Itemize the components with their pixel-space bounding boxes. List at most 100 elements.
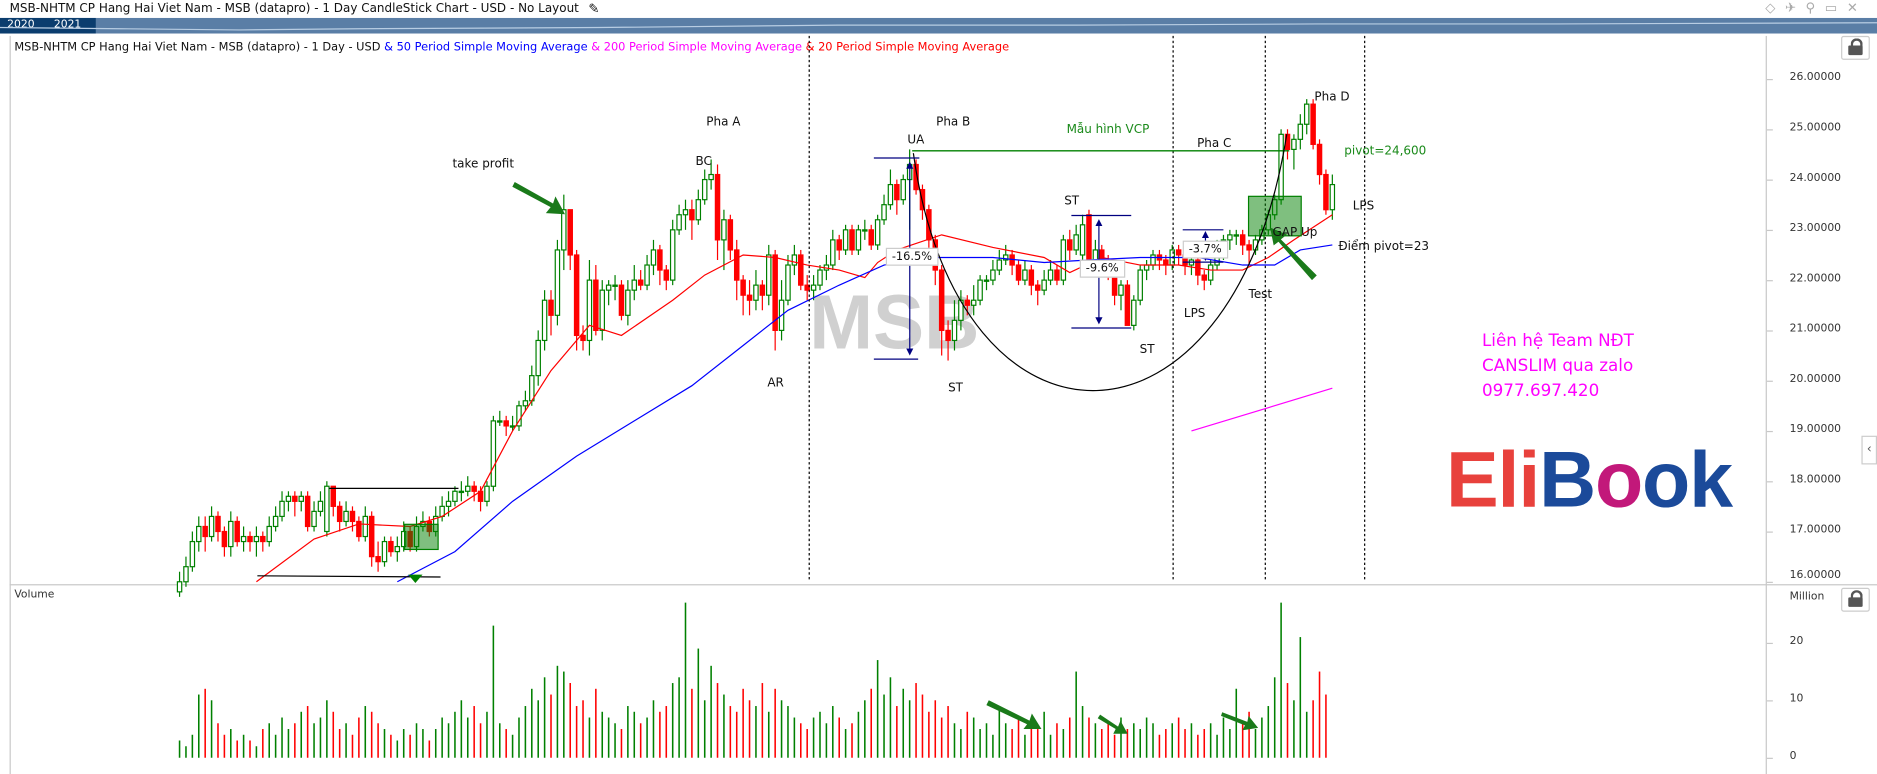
candle[interactable]	[1175, 244, 1182, 266]
candle[interactable]	[522, 390, 529, 411]
candle[interactable]	[490, 415, 497, 492]
candle[interactable]	[458, 481, 465, 502]
candle[interactable]	[913, 159, 919, 195]
candle[interactable]	[1002, 244, 1009, 266]
pencil-icon[interactable]: ✎	[588, 1, 600, 17]
candle[interactable]	[221, 526, 228, 557]
candle[interactable]	[1150, 249, 1156, 271]
lock-icon[interactable]	[1841, 35, 1870, 60]
candle[interactable]	[497, 410, 503, 426]
candle[interactable]	[388, 536, 394, 557]
candle[interactable]	[817, 265, 823, 291]
candle[interactable]	[1060, 234, 1067, 286]
candle[interactable]	[1131, 295, 1137, 331]
candle[interactable]	[471, 481, 477, 502]
candle[interactable]	[541, 290, 548, 351]
candle[interactable]	[272, 506, 279, 532]
candle[interactable]	[1227, 229, 1233, 250]
candle[interactable]	[868, 224, 874, 250]
candle[interactable]	[1015, 260, 1022, 286]
candle[interactable]	[862, 219, 868, 240]
candle[interactable]	[1284, 129, 1291, 160]
candle[interactable]	[554, 239, 561, 326]
candle[interactable]	[855, 224, 862, 255]
candle[interactable]	[1195, 254, 1201, 286]
candle[interactable]	[721, 209, 727, 271]
candle[interactable]	[586, 260, 593, 356]
candle[interactable]	[714, 164, 721, 261]
candle[interactable]	[573, 249, 580, 351]
panel-divider[interactable]	[9, 584, 1877, 586]
candle[interactable]	[311, 501, 317, 532]
candle[interactable]	[669, 219, 676, 286]
candle[interactable]	[887, 169, 894, 210]
candle[interactable]	[727, 214, 734, 261]
candle[interactable]	[938, 265, 945, 356]
candle[interactable]	[996, 249, 1003, 276]
candle[interactable]	[951, 300, 958, 351]
candle[interactable]	[958, 290, 964, 331]
candle[interactable]	[1329, 174, 1336, 220]
candle[interactable]	[567, 209, 573, 271]
candle[interactable]	[368, 511, 375, 567]
candle[interactable]	[1118, 280, 1124, 311]
candle[interactable]	[970, 285, 977, 316]
candle[interactable]	[695, 189, 702, 225]
pin-icon[interactable]: ✈	[1784, 0, 1806, 16]
candle[interactable]	[240, 526, 247, 552]
candle[interactable]	[689, 199, 695, 240]
candle[interactable]	[1067, 229, 1073, 261]
candle[interactable]	[740, 275, 746, 316]
candle[interactable]	[253, 526, 260, 557]
candle[interactable]	[1207, 260, 1214, 286]
candle[interactable]	[1073, 224, 1079, 255]
candle[interactable]	[900, 174, 907, 205]
candle[interactable]	[1054, 265, 1060, 286]
candle[interactable]	[708, 159, 714, 190]
navigator-bar[interactable]: 2020 2021	[0, 17, 1877, 34]
candle[interactable]	[381, 536, 388, 567]
candle[interactable]	[1316, 139, 1323, 185]
candle[interactable]	[605, 280, 612, 306]
candle[interactable]	[746, 280, 753, 316]
candle[interactable]	[657, 244, 663, 286]
candle[interactable]	[285, 491, 292, 512]
candle[interactable]	[1323, 169, 1329, 215]
candle[interactable]	[260, 531, 266, 552]
candle[interactable]	[772, 249, 778, 351]
candle[interactable]	[247, 531, 253, 552]
candle[interactable]	[1047, 260, 1054, 286]
candle[interactable]	[983, 275, 990, 291]
candle[interactable]	[990, 260, 996, 286]
candle[interactable]	[452, 486, 458, 507]
candle[interactable]	[881, 194, 887, 225]
candle[interactable]	[1086, 209, 1092, 266]
candle[interactable]	[612, 275, 618, 301]
candle[interactable]	[759, 280, 766, 311]
candle[interactable]	[183, 556, 189, 587]
candle[interactable]	[439, 496, 445, 522]
candle[interactable]	[1233, 229, 1240, 245]
candle[interactable]	[189, 531, 196, 572]
candle[interactable]	[1156, 249, 1163, 271]
candle[interactable]	[1022, 260, 1028, 286]
candle[interactable]	[810, 275, 817, 301]
candle[interactable]	[593, 265, 599, 336]
candle[interactable]	[663, 265, 670, 291]
candle[interactable]	[202, 516, 208, 552]
candle[interactable]	[791, 244, 798, 276]
candle[interactable]	[1034, 280, 1041, 306]
navigator-selection[interactable]	[0, 17, 96, 34]
lock-icon[interactable]	[1841, 587, 1870, 612]
candle[interactable]	[394, 536, 401, 562]
candle[interactable]	[208, 506, 215, 542]
candle[interactable]	[631, 265, 638, 301]
candle[interactable]	[1079, 214, 1086, 261]
candle[interactable]	[753, 270, 759, 311]
candle[interactable]	[215, 511, 221, 542]
candle[interactable]	[977, 275, 983, 306]
candle[interactable]	[234, 516, 240, 547]
candle[interactable]	[733, 239, 740, 301]
candle[interactable]	[804, 275, 810, 301]
